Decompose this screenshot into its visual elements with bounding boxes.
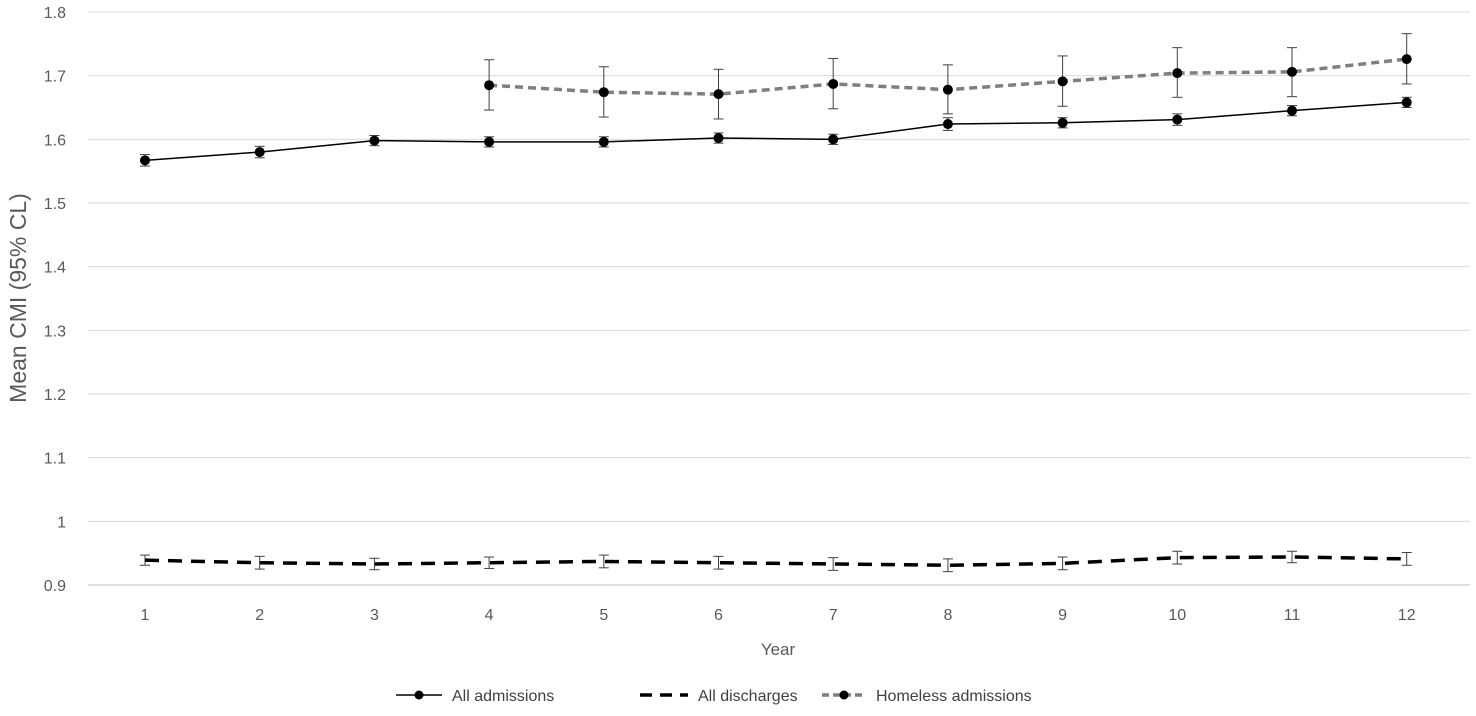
y-axis-title: Mean CMI (95% CL) <box>5 193 31 403</box>
legend-marker <box>839 690 849 700</box>
y-tick-label: 1.6 <box>44 132 66 149</box>
x-axis-title: Year <box>761 640 796 659</box>
x-tick-label: 4 <box>485 607 494 624</box>
legend: All admissions All discharges Homeless adm… <box>396 688 1032 705</box>
x-tick-label: 5 <box>599 607 608 624</box>
x-tick-labels: 1 2 3 4 5 6 7 8 9 10 11 12 <box>141 607 1416 624</box>
data-point <box>484 80 495 91</box>
data-point <box>942 84 953 95</box>
series-all-admissions <box>140 96 1412 167</box>
y-tick-label: 1.1 <box>44 451 66 468</box>
legend-label: All admissions <box>452 688 554 705</box>
y-tick-label: 1.4 <box>44 260 66 277</box>
series-line <box>144 101 1407 162</box>
y-tick-label: 0.9 <box>44 578 66 595</box>
legend-item: All admissions <box>396 688 554 705</box>
x-tick-label: 3 <box>370 607 379 624</box>
data-point <box>713 89 724 100</box>
y-tick-label: 1.2 <box>44 387 66 404</box>
x-tick-label: 1 <box>141 607 150 624</box>
x-tick-label: 7 <box>829 607 838 624</box>
x-tick-label: 11 <box>1284 607 1301 624</box>
data-point <box>484 136 495 147</box>
data-point <box>1057 76 1068 87</box>
x-tick-label: 8 <box>943 607 952 624</box>
y-tick-label: 1.7 <box>44 69 66 86</box>
data-point <box>598 136 609 147</box>
y-tick-label: 1.5 <box>44 196 66 213</box>
x-tick-label: 10 <box>1168 607 1186 624</box>
data-point <box>1287 105 1297 116</box>
legend-marker <box>414 690 424 700</box>
data-point <box>1401 54 1412 65</box>
y-tick-label: 1.8 <box>44 5 66 22</box>
x-tick-label: 12 <box>1398 607 1416 624</box>
x-tick-label: 9 <box>1058 607 1067 624</box>
y-tick-label: 1 <box>57 514 66 531</box>
data-point <box>254 147 265 158</box>
legend-label: Homeless admissions <box>876 688 1032 705</box>
x-tick-label: 6 <box>714 607 723 624</box>
data-point <box>828 134 839 145</box>
data-point <box>369 135 380 146</box>
series-all-discharges <box>140 550 1412 573</box>
data-point <box>1401 97 1412 108</box>
y-tick-labels: 0.9 1 1.1 1.2 1.3 1.4 1.5 1.6 1.7 1.8 <box>44 5 66 595</box>
data-point <box>1287 66 1297 77</box>
data-point <box>713 133 724 144</box>
data-point <box>140 155 150 166</box>
series-line <box>144 555 1407 568</box>
data-point <box>942 119 953 130</box>
legend-item: Homeless admissions <box>822 688 1032 705</box>
legend-item: All discharges <box>640 688 798 705</box>
data-point <box>598 87 609 98</box>
gridlines <box>88 11 1470 522</box>
data-point <box>828 78 839 89</box>
legend-label: All discharges <box>698 688 798 705</box>
data-point <box>1057 117 1068 128</box>
data-point <box>1172 114 1183 125</box>
y-tick-label: 1.3 <box>44 323 66 340</box>
x-tick-label: 2 <box>255 607 264 624</box>
data-point <box>1172 68 1183 79</box>
series-homeless-admissions <box>484 33 1412 120</box>
series-layer <box>140 33 1412 573</box>
